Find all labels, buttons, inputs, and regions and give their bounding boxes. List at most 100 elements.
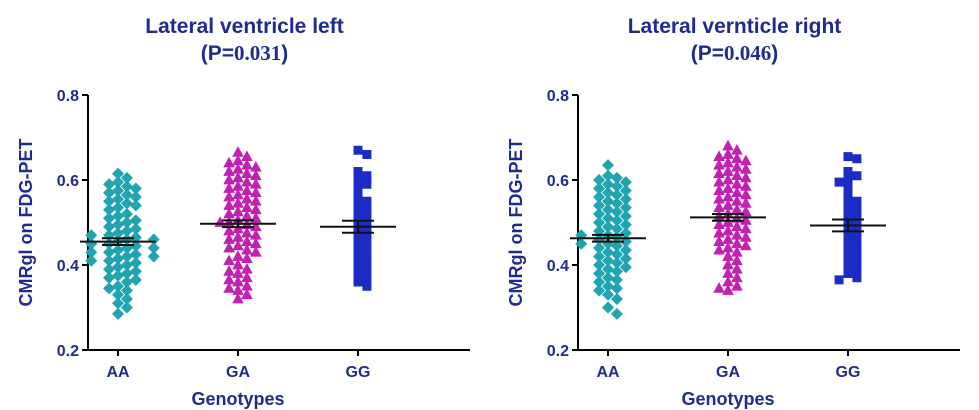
data-point — [593, 208, 606, 220]
data-point — [602, 169, 614, 182]
data-point — [731, 152, 743, 164]
data-point — [740, 222, 752, 234]
data-point — [112, 227, 124, 240]
data-point — [232, 163, 244, 174]
data-point — [250, 246, 262, 257]
data-point — [129, 231, 142, 244]
data-point — [241, 158, 253, 170]
y-tick-label: 0.4 — [57, 258, 79, 275]
data-point — [250, 195, 262, 206]
data-point — [852, 222, 862, 232]
data-point — [843, 269, 853, 278]
data-point — [610, 197, 623, 210]
data-point — [722, 139, 734, 151]
data-point — [129, 265, 142, 278]
y-tick-label: 0.4 — [547, 258, 569, 275]
data-point — [120, 284, 133, 297]
data-point — [852, 247, 862, 257]
data-point — [353, 243, 363, 253]
chart-panel-right: Lateral vernticle right (P=0.046) 0.2 0.4… — [490, 0, 979, 410]
data-point — [250, 161, 262, 172]
data-point — [602, 178, 614, 191]
data-point — [731, 186, 743, 198]
data-point — [112, 167, 124, 180]
data-point — [593, 199, 606, 212]
data-point — [112, 201, 124, 214]
data-point — [602, 220, 614, 233]
data-point — [103, 246, 116, 259]
data-point — [362, 179, 372, 189]
data-point — [232, 205, 244, 217]
data-point — [112, 176, 124, 189]
p-value-prefix: (P= — [200, 42, 234, 65]
data-point — [112, 307, 124, 320]
series-AA — [85, 167, 160, 320]
p-value-prefix: (P= — [690, 42, 724, 65]
data-point — [223, 190, 235, 202]
data-point — [722, 190, 734, 202]
data-point — [740, 239, 752, 251]
data-point — [362, 196, 372, 206]
data-point — [147, 242, 160, 254]
data-point — [353, 201, 363, 210]
data-point — [241, 235, 253, 246]
data-point — [593, 182, 606, 195]
data-point — [232, 197, 244, 208]
x-tick-label: AA — [596, 364, 620, 381]
data-point — [241, 209, 253, 221]
data-point — [223, 254, 235, 266]
data-point — [129, 222, 142, 235]
data-point — [740, 231, 752, 242]
data-point — [103, 178, 116, 191]
data-point — [593, 216, 606, 229]
data-point — [250, 237, 262, 249]
data-point — [129, 248, 142, 261]
data-point — [241, 243, 253, 255]
data-point — [610, 256, 623, 269]
y-tick-label: 0.8 — [57, 88, 79, 105]
data-point — [722, 241, 734, 253]
data-point — [112, 244, 124, 257]
data-point — [112, 193, 124, 206]
data-point — [740, 214, 752, 225]
data-point — [731, 237, 743, 249]
data-point — [232, 239, 244, 251]
data-point — [120, 171, 133, 184]
data-point — [740, 180, 752, 191]
data-point — [103, 271, 116, 284]
data-point — [112, 261, 124, 274]
data-point — [362, 273, 372, 283]
data-point — [85, 254, 98, 267]
data-point — [362, 171, 372, 181]
plot-area: 0.2 0.4 0.6 0.8 AA GA GG Genotypes CMRgl on FDG-… — [506, 88, 960, 409]
data-point — [852, 205, 862, 215]
data-point — [362, 247, 372, 257]
data-point — [713, 158, 725, 170]
data-point — [602, 186, 614, 199]
data-point — [129, 239, 142, 252]
data-point — [112, 280, 124, 293]
chart-subtitle: (P=0.046) — [490, 40, 979, 67]
data-point — [852, 230, 862, 240]
data-point — [610, 282, 623, 295]
data-point — [223, 265, 235, 276]
data-point — [103, 186, 116, 199]
data-point — [843, 152, 853, 162]
data-point — [232, 258, 244, 270]
chart-title: Lateral vernticle right — [627, 15, 842, 38]
data-point — [731, 271, 743, 283]
data-point — [120, 188, 133, 201]
data-point — [103, 203, 116, 216]
data-point — [120, 225, 133, 237]
data-point — [103, 263, 116, 276]
data-point — [722, 275, 734, 287]
y-axis-label: CMRgl on FDG-PET — [506, 139, 526, 307]
data-point — [731, 203, 743, 215]
data-point — [713, 184, 725, 195]
data-point — [602, 246, 614, 259]
data-point — [223, 156, 235, 168]
data-point — [852, 213, 862, 223]
data-point — [731, 195, 743, 206]
data-point — [353, 192, 363, 202]
data-point — [362, 281, 372, 291]
